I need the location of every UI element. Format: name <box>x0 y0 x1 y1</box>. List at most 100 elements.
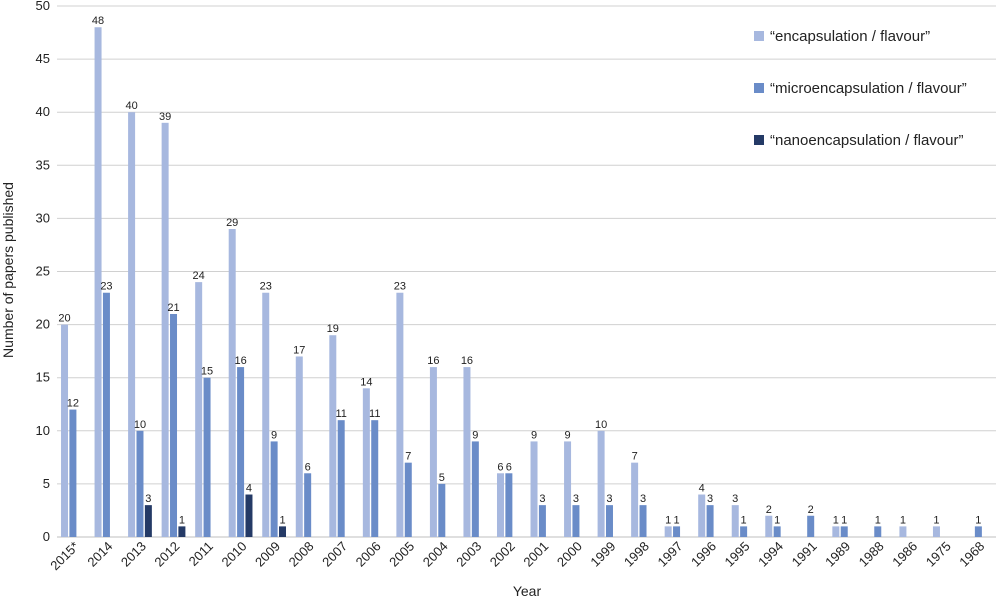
bar-value-label: 3 <box>707 493 713 505</box>
bar-value-label: 3 <box>539 493 545 505</box>
x-tick-label: 1996 <box>688 539 719 570</box>
bar <box>874 526 882 537</box>
bar <box>664 526 672 537</box>
bar-value-label: 7 <box>632 451 638 463</box>
legend-label: “nanoencapsulation / flavour” <box>770 132 963 149</box>
bar-value-label: 2 <box>766 504 772 516</box>
x-tick-label: 1968 <box>956 539 987 570</box>
bar <box>102 292 110 537</box>
bar <box>136 430 144 537</box>
bar <box>673 526 681 537</box>
bar-value-label: 2 <box>808 504 814 516</box>
bar <box>195 282 203 537</box>
bar <box>61 324 69 537</box>
bar <box>279 526 287 537</box>
x-tick-label: 1975 <box>923 539 954 570</box>
bar <box>463 367 471 537</box>
y-tick-label: 45 <box>36 51 50 66</box>
bar <box>639 505 647 537</box>
bar-value-label: 3 <box>732 493 738 505</box>
bar <box>161 122 169 537</box>
bar <box>404 462 412 537</box>
bar-value-label: 1 <box>933 514 939 526</box>
x-tick-label: 2014 <box>84 539 115 570</box>
y-axis-ticks: 0 5 10 15 20 25 30 35 40 45 50 <box>36 0 50 544</box>
bar-value-label: 1 <box>673 514 679 526</box>
bar <box>765 515 773 537</box>
x-tick-label: 1988 <box>856 539 887 570</box>
bar-value-label: 7 <box>405 451 411 463</box>
bar-value-label: 3 <box>640 493 646 505</box>
y-tick-label: 35 <box>36 157 50 172</box>
y-tick-label: 25 <box>36 264 50 279</box>
bar <box>731 505 739 537</box>
bar-value-label: 9 <box>472 429 478 441</box>
bar <box>899 526 907 537</box>
bar <box>362 388 370 537</box>
bar <box>471 441 479 537</box>
x-tick-label: 1994 <box>755 539 786 570</box>
x-tick-label: 2012 <box>151 539 182 570</box>
legend-label: “microencapsulation / flavour” <box>770 80 967 97</box>
bar <box>128 112 136 537</box>
x-tick-label: 2011 <box>186 539 216 569</box>
bar <box>228 229 236 537</box>
bar <box>178 526 186 537</box>
bar-value-label: 48 <box>92 15 104 27</box>
bar-value-label: 3 <box>606 493 612 505</box>
x-tick-label: 1989 <box>822 539 853 570</box>
bar-value-label: 1 <box>774 514 780 526</box>
bar <box>840 526 848 537</box>
x-tick-label: 2007 <box>319 539 350 570</box>
bar <box>304 473 312 537</box>
bar-value-label: 24 <box>193 270 205 282</box>
bar <box>295 356 303 537</box>
x-tick-label: 1998 <box>621 539 652 570</box>
x-tick-label: 2006 <box>353 539 384 570</box>
bar-value-label: 9 <box>531 429 537 441</box>
bar-value-label: 3 <box>573 493 579 505</box>
y-tick-label: 30 <box>36 210 50 225</box>
gridlines <box>57 5 996 538</box>
y-tick-label: 5 <box>43 476 50 491</box>
bar <box>832 526 840 537</box>
x-tick-label: 2008 <box>286 539 317 570</box>
bar-value-label: 16 <box>461 355 473 367</box>
bar <box>94 27 102 538</box>
bar <box>807 515 815 537</box>
bar <box>262 292 270 537</box>
bar <box>597 430 605 537</box>
bar <box>530 441 538 537</box>
x-tick-label: 2013 <box>118 539 149 570</box>
bar-value-label: 15 <box>201 366 213 378</box>
bar-value-label: 10 <box>134 419 146 431</box>
x-tick-label: 1995 <box>722 539 753 570</box>
bar <box>69 409 77 537</box>
bar <box>538 505 546 537</box>
bar-value-label: 40 <box>125 100 137 112</box>
y-tick-label: 10 <box>36 423 50 438</box>
bar-value-label: 4 <box>699 483 705 495</box>
legend-swatch <box>754 135 764 145</box>
bar <box>698 494 706 537</box>
y-tick-label: 0 <box>43 529 50 544</box>
x-tick-label: 2003 <box>453 539 484 570</box>
bar-value-label: 1 <box>179 514 185 526</box>
bar <box>329 335 337 537</box>
bar-value-label: 1 <box>900 514 906 526</box>
bar <box>337 420 345 537</box>
bar-value-label: 1 <box>833 514 839 526</box>
x-tick-label: 2005 <box>386 539 417 570</box>
x-tick-label: 2001 <box>520 539 551 570</box>
legend-swatch <box>754 83 764 93</box>
bar <box>974 526 982 537</box>
y-tick-label: 20 <box>36 317 50 332</box>
bar-value-label: 20 <box>58 313 70 325</box>
bar-value-label: 11 <box>369 408 380 420</box>
x-tick-label: 1991 <box>789 539 820 570</box>
bar-value-label: 1 <box>665 514 671 526</box>
bar-value-label: 4 <box>246 483 252 495</box>
bar-value-label: 23 <box>394 281 406 293</box>
bar <box>572 505 580 537</box>
